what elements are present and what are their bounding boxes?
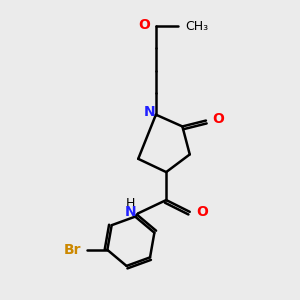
Text: O: O	[196, 205, 208, 219]
Text: CH₃: CH₃	[185, 20, 208, 33]
Text: H: H	[126, 197, 135, 210]
Text: N: N	[125, 205, 137, 219]
Text: O: O	[139, 18, 151, 32]
Text: O: O	[212, 112, 224, 126]
Text: Br: Br	[64, 243, 81, 257]
Text: N: N	[144, 105, 155, 119]
